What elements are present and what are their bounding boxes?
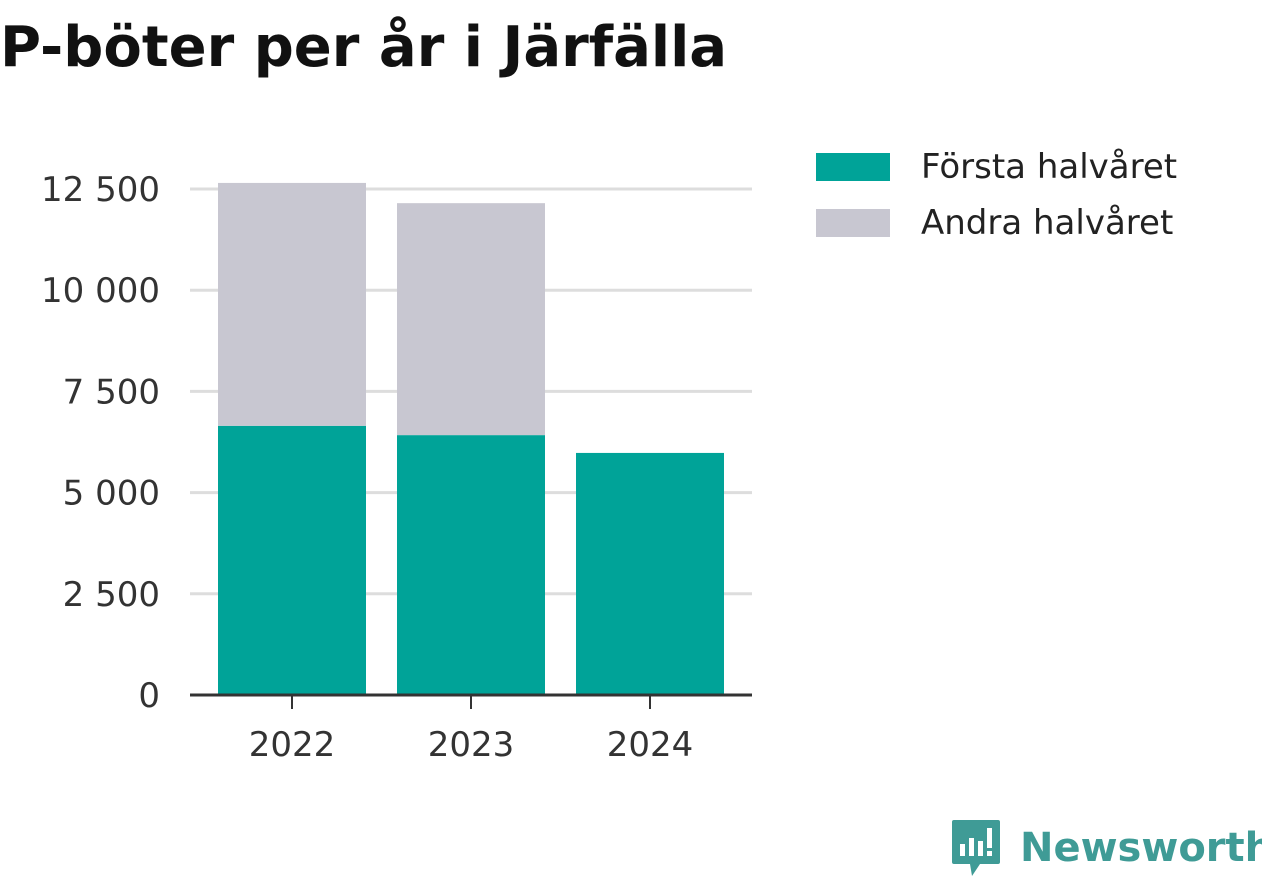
- x-tick-label: 2024: [607, 725, 694, 765]
- y-tick-label: 2 500: [63, 575, 160, 615]
- y-tick-label: 7 500: [63, 372, 160, 412]
- brand-name: Newsworthy: [1020, 825, 1262, 871]
- legend-item-first-half: Första halvåret: [816, 139, 1177, 195]
- y-tick-label: 10 000: [41, 271, 160, 311]
- bar-2024-first-half: [576, 452, 724, 695]
- chart-title: P-böter per år i Järfälla: [0, 15, 728, 80]
- x-tick-label: 2023: [428, 725, 515, 765]
- legend-item-second-half: Andra halvåret: [816, 195, 1177, 251]
- legend: Första halvåret Andra halvåret: [816, 139, 1177, 251]
- bar-2022-first-half: [218, 425, 366, 695]
- legend-swatch-first-half: [816, 153, 890, 181]
- axes: [190, 693, 752, 709]
- newsworthy-logo: Newsworthy: [950, 818, 1262, 878]
- y-tick-label: 0: [138, 676, 160, 716]
- y-tick-label: 5 000: [63, 474, 160, 514]
- bar-2022-second-half: [218, 182, 366, 426]
- legend-label-first-half: Första halvåret: [921, 147, 1178, 187]
- x-tick-label: 2022: [249, 725, 336, 765]
- legend-label-second-half: Andra halvåret: [921, 203, 1174, 243]
- tick-labels: 0 2 500 5 000 7 500 10 000 12 500 2022 2023 2024: [41, 170, 693, 765]
- newsworthy-logo-icon: [952, 820, 1000, 876]
- bar-2023-second-half: [397, 203, 545, 436]
- y-tick-label: 12 500: [41, 170, 160, 210]
- bar-2023-first-half: [397, 435, 545, 695]
- bars: [218, 182, 724, 695]
- legend-swatch-second-half: [816, 209, 890, 237]
